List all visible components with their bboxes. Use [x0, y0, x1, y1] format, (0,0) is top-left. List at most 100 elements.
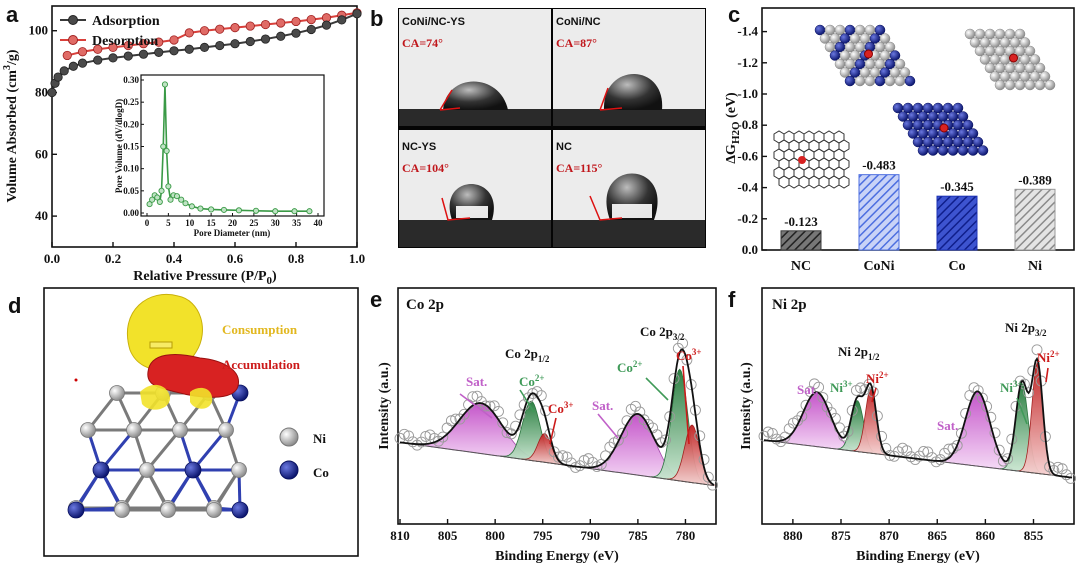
ca-line-1	[439, 89, 461, 111]
bar-value-coni: -0.483	[862, 158, 896, 173]
ni-atom	[80, 422, 96, 438]
y-tick-label: -0.8	[737, 117, 758, 132]
x-tick-label: 875	[831, 528, 851, 543]
raw-data-point	[926, 452, 938, 463]
raw-data-point	[415, 436, 427, 448]
panel-a-frame	[51, 5, 358, 248]
raw-data-point	[821, 401, 833, 413]
panel-label-e: e	[370, 287, 382, 312]
ni-atom	[1034, 62, 1046, 74]
raw-data-point	[420, 430, 432, 442]
ca-sample-label-1: CoNi/NC-YS	[402, 16, 465, 28]
desorption-point	[184, 28, 194, 38]
inset-point	[160, 143, 167, 150]
raw-data-point	[458, 408, 470, 420]
inset-y-tick-label: 0.20	[123, 119, 139, 129]
inset-point	[165, 183, 172, 190]
peak-label-ni3-left: Ni3+	[830, 379, 853, 395]
y-tick-label: -1.4	[737, 24, 758, 39]
panel-label-d: d	[8, 293, 21, 318]
structure-nc	[770, 128, 850, 189]
legend-accumulation: Accumulation	[222, 357, 301, 372]
ni-atom	[1034, 79, 1046, 91]
adsorption-point	[337, 15, 347, 25]
adsorption-point	[245, 36, 255, 47]
arrow-ni2-left	[871, 387, 877, 403]
raw-data-point	[595, 458, 607, 470]
arrow-co2-right	[645, 377, 669, 401]
arrow-co3-left	[549, 417, 557, 445]
ni-atom	[864, 75, 876, 87]
co-atom	[962, 119, 974, 131]
lattice-bond	[191, 429, 228, 471]
x-tick-label: 1.0	[349, 251, 365, 266]
inset-y-tick-label: 0.10	[123, 164, 139, 174]
inset-point	[291, 208, 298, 215]
peak-label-sat-left: Sat.	[466, 374, 487, 389]
raw-data-point	[501, 427, 513, 439]
y-tick-label: 80	[35, 85, 48, 100]
inset-y-tick-label: 0.05	[123, 186, 139, 196]
structure-ni	[964, 28, 1056, 91]
x-tick-label: 880	[783, 528, 803, 543]
fit-envelope	[763, 356, 1073, 479]
x-tick-label: 860	[976, 528, 996, 543]
legend-adsorption-label: Adsorption	[92, 14, 160, 29]
raw-data-point	[1065, 472, 1077, 484]
ni-atom	[894, 58, 906, 70]
raw-data-point	[993, 444, 1005, 456]
peak-label-co-2p12: Co 2p1/2	[505, 346, 550, 364]
peak-label-co-2p32: Co 2p3/2	[640, 324, 685, 342]
legend-ni-label: Ni	[313, 431, 326, 446]
x-tick-label: 865	[928, 528, 948, 543]
inset-point	[158, 187, 165, 194]
co-atom	[917, 145, 929, 156]
desorption-point	[291, 16, 301, 27]
bar-value-co: -0.345	[940, 179, 974, 194]
ca-value-4: CA=115°	[556, 161, 603, 175]
x-tick-label: 855	[1024, 528, 1044, 543]
raw-data-point	[758, 430, 770, 442]
ni-atom	[109, 385, 125, 401]
inset-point	[156, 198, 163, 205]
panel-b-contact-angles: CoNi/NC-YS CA=74° CoNi/NC CA=87° NC-YS C…	[398, 8, 706, 248]
desorption-point	[245, 21, 255, 31]
panel-label-f: f	[728, 287, 736, 312]
ni-atom	[1024, 79, 1036, 91]
ni-atom	[879, 33, 891, 44]
x-tick-label: 780	[676, 528, 696, 543]
lattice-bond	[145, 429, 182, 471]
raw-data-point	[922, 446, 934, 458]
peak-label-sat-left-ni: Sat.	[797, 382, 818, 397]
adsorption-point	[291, 28, 301, 38]
desorption-point	[215, 24, 225, 34]
peak-label-co3-right: Co3+	[676, 347, 702, 363]
inset-point	[235, 207, 242, 214]
adsorbate-atom	[864, 49, 873, 59]
x-tick-label: 790	[581, 528, 601, 543]
ni-atom	[1024, 45, 1036, 57]
ni-atom	[114, 502, 130, 518]
inset-y-tick-label: 0.15	[123, 142, 139, 152]
raw-data-point	[876, 430, 888, 442]
inset-y-tick-label: 0.25	[123, 97, 139, 107]
raw-data-point	[480, 400, 492, 412]
ni-atom	[160, 502, 176, 518]
co-atom	[967, 145, 979, 156]
x-tick-label: 0.0	[44, 251, 60, 266]
panel-f-frame	[761, 287, 1075, 525]
raw-data-point	[1056, 463, 1068, 475]
ni-atom	[894, 75, 906, 87]
adsorbate-atom	[939, 123, 949, 133]
raw-data-point	[630, 400, 641, 412]
y-tick-label: 100	[29, 23, 49, 38]
raw-data-point	[475, 396, 487, 408]
x-tick-label: 0.2	[105, 251, 121, 266]
inset-point	[178, 196, 185, 203]
adsorption-point	[123, 51, 133, 61]
panel-e-xlabel: Binding Energy (eV)	[495, 549, 619, 564]
structure-co	[892, 102, 989, 156]
ni-atom	[126, 422, 142, 438]
x-tick-label: 805	[438, 528, 458, 543]
